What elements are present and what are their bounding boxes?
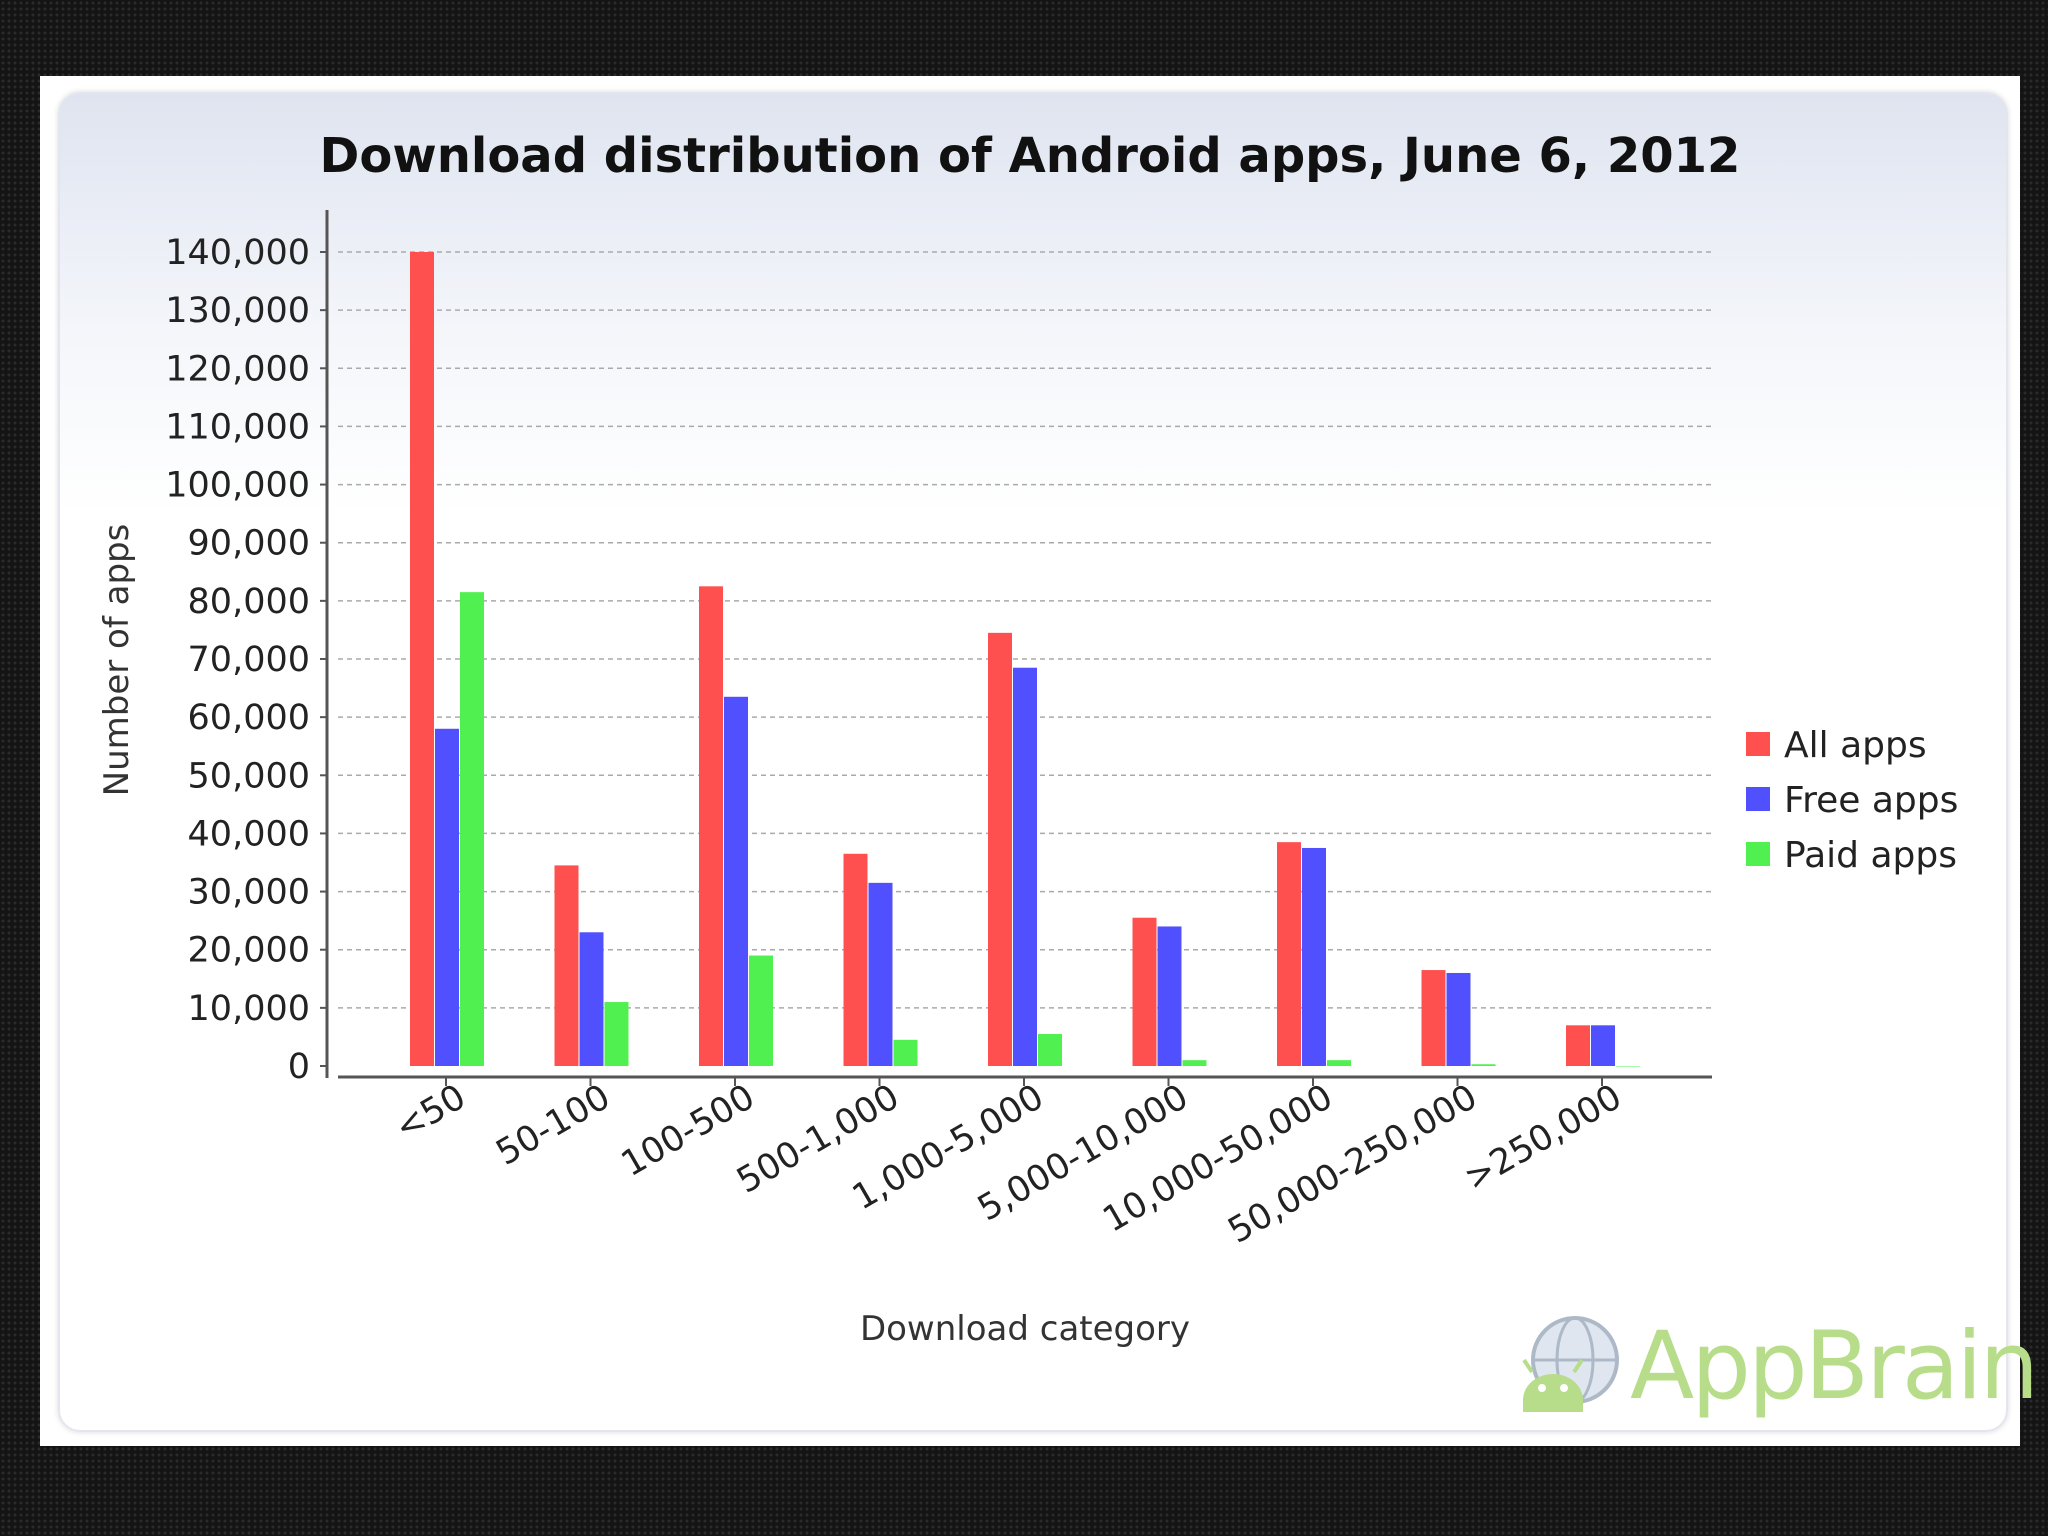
bar-paid-apps (460, 592, 484, 1066)
bar-free-apps (1446, 972, 1471, 1066)
legend-label: Paid apps (1784, 835, 1957, 876)
y-tick-label: 50,000 (188, 756, 310, 796)
legend-swatch (1746, 787, 1770, 811)
bar-paid-apps (1616, 1066, 1640, 1067)
x-axis-title: Download category (860, 1309, 1190, 1349)
y-tick-label: 20,000 (188, 931, 310, 971)
bar-free-apps (435, 728, 459, 1066)
chart-title: Download distribution of Android apps, J… (320, 128, 1741, 184)
bar-free-apps (1591, 1025, 1615, 1066)
bar-free-apps (1013, 667, 1037, 1066)
bar-paid-apps (1327, 1060, 1351, 1066)
bar-all-apps (843, 853, 868, 1066)
y-tick-label: 110,000 (165, 407, 310, 447)
bar-free-apps (1302, 847, 1326, 1066)
bar-paid-apps (749, 955, 773, 1066)
y-tick-label: 10,000 (188, 989, 310, 1029)
bar-all-apps (410, 252, 434, 1066)
bar-all-apps (699, 586, 723, 1066)
bar-all-apps (988, 632, 1012, 1066)
y-tick-label: 120,000 (165, 349, 310, 389)
android-globe-icon (1522, 1316, 1619, 1412)
x-tick-label: 50-100 (490, 1077, 617, 1174)
y-tick-label: 70,000 (188, 640, 310, 680)
y-tick-label: 60,000 (188, 698, 310, 738)
x-tick-label: >250,000 (1458, 1077, 1629, 1199)
bar-free-apps (724, 696, 748, 1066)
bar-free-apps (579, 932, 604, 1066)
bar-all-apps (1277, 842, 1301, 1066)
bar-free-apps (1157, 926, 1182, 1066)
bar-paid-apps (1038, 1034, 1062, 1066)
y-tick-label: 140,000 (165, 233, 310, 273)
bar-all-apps (1421, 970, 1446, 1066)
brand-name: AppBrain (1630, 1312, 2036, 1421)
y-tick-label: 0 (288, 1047, 310, 1087)
bar-paid-apps (893, 1039, 918, 1066)
x-tick-label: <50 (389, 1077, 473, 1149)
legend-swatch (1746, 842, 1770, 866)
y-tick-label: 130,000 (165, 291, 310, 331)
y-tick-label: 90,000 (188, 524, 310, 564)
legend-swatch (1746, 732, 1770, 756)
bar-paid-apps (604, 1002, 629, 1066)
y-tick-label: 100,000 (165, 466, 310, 506)
legend-label: Free apps (1784, 780, 1958, 821)
axes (325, 210, 1712, 1079)
x-tick-labels: <50 50-100100-500500-1,0001,000-5,0005,00… (389, 1077, 1629, 1252)
legend-label: All apps (1784, 725, 1927, 766)
legend: All apps Free apps Paid apps (1746, 725, 1958, 876)
y-tick-label: 40,000 (188, 814, 310, 854)
bar-paid-apps (1471, 1064, 1496, 1066)
y-tick-label: 80,000 (188, 582, 310, 622)
bar-paid-apps (1182, 1060, 1207, 1066)
y-tick-label: 30,000 (188, 873, 310, 913)
bars (410, 252, 1640, 1067)
bar-all-apps (1566, 1025, 1590, 1066)
x-tick-label: 50,000-250,000 (1222, 1077, 1484, 1252)
y-axis-title: Number of apps (97, 524, 137, 797)
bar-all-apps (1132, 917, 1157, 1066)
bar-all-apps (554, 865, 579, 1066)
y-tick-labels: 0 10,000 20,000 30,000 40,000 50,000 60,000 70,… (165, 233, 327, 1087)
bar-free-apps (868, 882, 893, 1066)
